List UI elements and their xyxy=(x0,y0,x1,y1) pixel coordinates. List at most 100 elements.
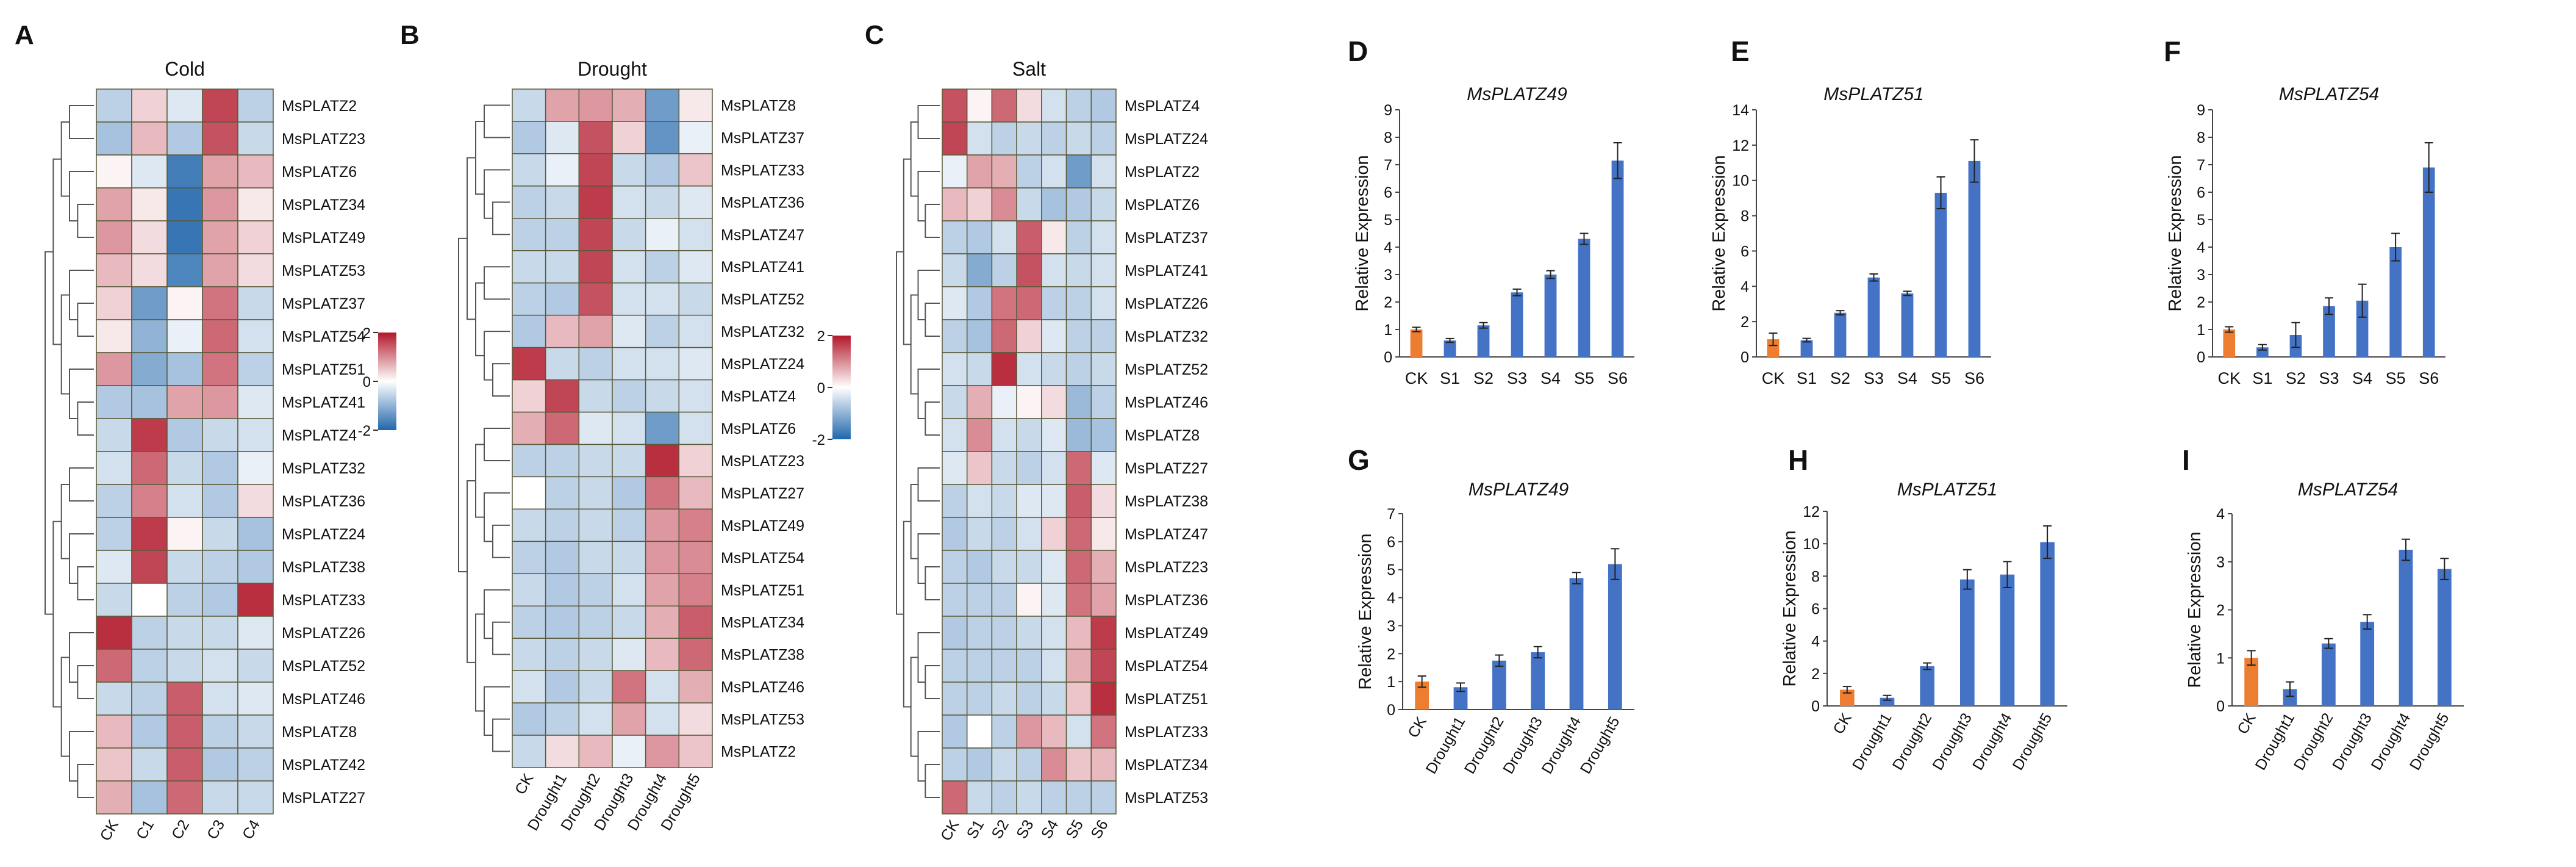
chart-title: MsPLATZ51 xyxy=(1823,84,1924,104)
x-tick-label: S1 xyxy=(1797,369,1817,387)
heatmap-cell xyxy=(1016,88,1042,123)
heatmap-cell xyxy=(545,282,580,316)
heatmap-cell xyxy=(545,605,580,639)
heatmap-cell xyxy=(1090,121,1117,156)
heatmap-cell xyxy=(1065,616,1092,650)
row-label: MsPLATZ8 xyxy=(1125,427,1200,444)
panel-label: C xyxy=(865,20,884,50)
x-tick-label: S5 xyxy=(2386,369,2406,387)
heatmap-cell xyxy=(237,352,274,386)
row-label: MsPLATZ46 xyxy=(721,679,804,696)
column-label: S3 xyxy=(1013,817,1037,841)
heatmap-cell xyxy=(96,780,132,815)
heatmap-cell xyxy=(202,616,238,650)
heatmap-cell xyxy=(578,379,613,413)
y-tick-label: 2 xyxy=(2216,602,2225,619)
row-label: MsPLATZ34 xyxy=(721,614,804,631)
dendrogram-branch xyxy=(77,566,94,600)
heatmap-cell xyxy=(512,250,546,284)
dendrogram-branch xyxy=(492,363,510,397)
row-label: MsPLATZ6 xyxy=(721,420,796,437)
heatmap-cell xyxy=(545,476,580,510)
heatmap-title: Cold xyxy=(165,58,205,80)
bar xyxy=(1920,666,1934,706)
y-tick-label: 10 xyxy=(1732,173,1749,190)
dendrogram-branch xyxy=(492,621,510,655)
heatmap-cell xyxy=(1041,451,1067,485)
heatmap-cell xyxy=(991,319,1017,353)
row-label: MsPLATZ52 xyxy=(1125,361,1208,378)
heatmap-cell xyxy=(96,583,132,617)
heatmap-cell xyxy=(166,616,203,650)
heatmap-cell xyxy=(237,385,274,419)
dendrogram-branch xyxy=(925,566,940,600)
heatmap-cell xyxy=(202,88,238,123)
heatmap-cell xyxy=(202,649,238,683)
bar xyxy=(1531,652,1545,710)
y-tick-label: 6 xyxy=(2197,184,2205,201)
bar xyxy=(1611,160,1624,357)
heatmap-cell xyxy=(202,682,238,716)
heatmap-cell xyxy=(966,550,993,584)
dendrogram-branch xyxy=(484,589,510,639)
panel-label: F xyxy=(2164,35,2181,67)
x-tick-label: S5 xyxy=(1931,369,1951,387)
bar xyxy=(2223,329,2236,357)
bar-chart-panel-d: D MsPLATZ49 Relative Expression 0 1 2 3 4 5 6 7 8 9 C… xyxy=(1348,35,1634,387)
heatmap-cell xyxy=(678,282,713,316)
heatmap-cell xyxy=(545,314,580,348)
heatmap-cell xyxy=(645,638,680,671)
bar xyxy=(1934,192,1947,357)
heatmap-cell xyxy=(1090,286,1117,320)
row-label: MsPLATZ38 xyxy=(721,647,804,664)
y-tick-label: 0 xyxy=(1384,349,1392,366)
heatmap-cell xyxy=(1090,714,1117,749)
dendrogram-branch xyxy=(60,121,70,197)
row-label: MsPLATZ24 xyxy=(282,526,365,543)
heatmap-cell xyxy=(237,550,274,584)
y-tick-label: 3 xyxy=(2216,554,2225,571)
heatmap-cell xyxy=(1065,187,1092,221)
bar xyxy=(2000,574,2015,706)
heatmap-cell xyxy=(991,121,1017,156)
heatmap-cell xyxy=(96,682,132,716)
heatmap-cell xyxy=(512,88,546,122)
heatmap-cell xyxy=(166,550,203,584)
heatmap-cell xyxy=(96,550,132,584)
heatmap-cell xyxy=(578,153,613,187)
heatmap-cell xyxy=(237,747,274,782)
heatmap-cell xyxy=(1065,352,1092,386)
heatmap-cell xyxy=(512,508,546,542)
row-label: MsPLATZ41 xyxy=(1125,262,1208,279)
row-label: MsPLATZ23 xyxy=(1125,559,1208,576)
y-tick-label: 6 xyxy=(1387,534,1395,551)
heatmap-cell xyxy=(1065,121,1092,156)
x-tick-label: Drought1 xyxy=(1849,710,1895,773)
y-tick-label: 1 xyxy=(2216,650,2225,667)
heatmap-cell xyxy=(678,218,713,251)
row-label: MsPLATZ26 xyxy=(1125,295,1208,312)
heatmap-cell xyxy=(645,541,680,575)
dendrogram-branch xyxy=(925,204,940,238)
dendrogram-branch xyxy=(475,120,484,195)
row-label: MsPLATZ51 xyxy=(1125,691,1208,708)
y-tick-label: 4 xyxy=(1387,590,1395,607)
bar xyxy=(2399,550,2413,706)
heatmap-cell xyxy=(645,314,680,348)
bar xyxy=(2321,643,2336,706)
heatmap-cell xyxy=(512,347,546,381)
heatmap-cell xyxy=(612,250,646,284)
heatmap-cell xyxy=(237,451,274,485)
heatmap-cell xyxy=(512,573,546,606)
heatmap-cell xyxy=(237,780,274,815)
bar xyxy=(2422,167,2435,357)
row-label: MsPLATZ4 xyxy=(1125,98,1200,115)
heatmap-cell xyxy=(1016,319,1042,353)
heatmap-cell xyxy=(1090,352,1117,386)
heatmap-cell xyxy=(1041,583,1067,617)
heatmap-cell xyxy=(612,605,646,639)
heatmap-cell xyxy=(237,583,274,617)
bar xyxy=(1492,660,1506,710)
heatmap-cell xyxy=(512,638,546,671)
y-tick-label: 4 xyxy=(2197,239,2205,256)
